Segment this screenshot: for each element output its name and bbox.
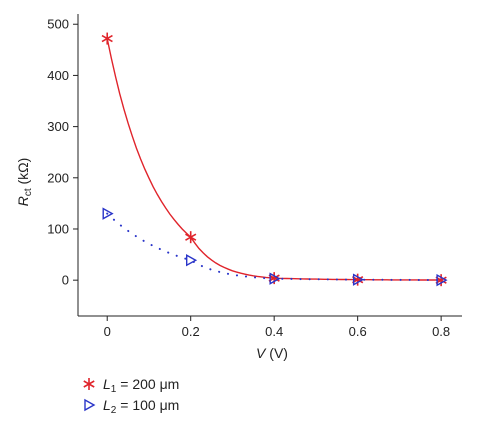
legend-l2-symbol: L [103, 397, 111, 413]
triangle-outline [436, 273, 448, 287]
x-axis-label-unit: (V) [265, 345, 288, 361]
fit-curve-series-2 [106, 212, 443, 282]
data-point-series-1 [185, 231, 197, 244]
x-axis-label: V (V) [256, 345, 288, 361]
legend-marker-shape [83, 378, 95, 390]
legend-label-l2: L2 = 100 μm [103, 397, 179, 416]
x-axis-label-symbol: V [256, 345, 267, 361]
x-tick-label: 0 [104, 324, 111, 339]
y-axis-label-symbol: R [15, 196, 31, 206]
legend-marker-asterisk-icon [83, 378, 95, 390]
legend-entry-l1: L1 = 200 μm [83, 376, 179, 395]
y-tick-label: 500 [47, 17, 69, 32]
y-tick-label: 300 [47, 119, 69, 134]
axes: 0 100 200 300 400 500 0 0.2 0.4 0.6 0.8 [47, 14, 462, 339]
triangle-outline [269, 272, 281, 285]
legend-marker-triangle-icon [84, 398, 96, 412]
data-point-series-2 [269, 272, 281, 285]
data-point-series-2 [185, 254, 198, 267]
data-point-series-2 [102, 207, 114, 220]
legend-l2-value: = 100 μm [116, 397, 179, 413]
legend-entry-l2: L2 = 100 μm [84, 397, 179, 416]
data-point-series-1 [101, 32, 113, 45]
y-axis-label-subscript: ct [23, 188, 34, 196]
data-point-series-2 [436, 273, 448, 287]
y-tick-label: 0 [62, 273, 69, 288]
y-axis-label-unit: (kΩ) [15, 158, 31, 189]
x-tick-label: 0.6 [349, 324, 367, 339]
triangle-outline [352, 273, 365, 286]
triangle-outline [84, 398, 96, 412]
asterisk-stroke [185, 233, 197, 241]
y-tick-label: 400 [47, 68, 69, 83]
x-tick-label: 0.8 [432, 324, 450, 339]
asterisk-stroke [83, 380, 95, 388]
fit-curves [106, 38, 443, 282]
legend-l1-value: = 200 μm [116, 376, 179, 392]
triangle-outline [185, 254, 198, 267]
legend: L1 = 200 μm L2 = 100 μm [83, 376, 179, 416]
legend-l2-subscript: 2 [111, 405, 117, 416]
y-tick-label: 100 [47, 221, 69, 236]
y-tick-label: 200 [47, 170, 69, 185]
fit-curve-series-1 [106, 38, 442, 281]
legend-label-l1: L1 = 200 μm [103, 376, 179, 395]
y-axis-label: Rct (kΩ) [15, 158, 34, 207]
asterisk-stroke [101, 34, 113, 43]
legend-l1-symbol: L [103, 376, 111, 392]
x-tick-label: 0.4 [265, 324, 283, 339]
data-marks [101, 32, 448, 287]
data-point-series-2 [352, 273, 365, 286]
legend-marker-shape [84, 398, 96, 412]
x-tick-label: 0.2 [182, 324, 200, 339]
legend-l1-subscript: 1 [111, 384, 117, 395]
triangle-outline [102, 207, 114, 220]
